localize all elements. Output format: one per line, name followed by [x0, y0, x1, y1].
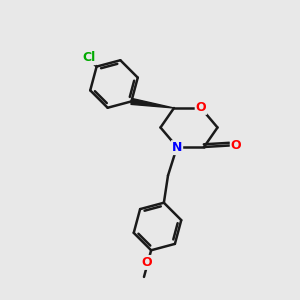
Text: O: O [231, 139, 242, 152]
Polygon shape [131, 98, 174, 108]
Text: O: O [141, 256, 152, 269]
Text: O: O [196, 101, 206, 114]
Text: N: N [172, 141, 182, 154]
Text: Cl: Cl [82, 51, 96, 64]
